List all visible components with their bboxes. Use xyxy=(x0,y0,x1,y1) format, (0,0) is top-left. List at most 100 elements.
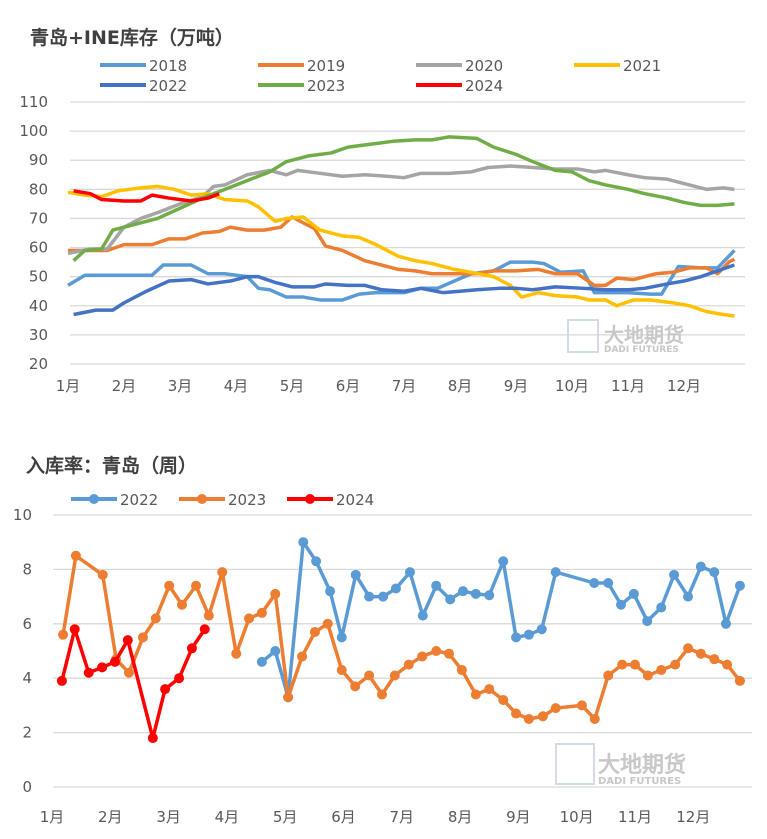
data-point xyxy=(498,694,509,705)
data-point xyxy=(69,624,80,635)
watermark-en: DADI FUTURES xyxy=(604,345,679,355)
data-point xyxy=(695,561,706,572)
x-tick-label: 7月 xyxy=(392,377,417,395)
y-tick-label: 50 xyxy=(29,268,48,286)
data-point xyxy=(576,700,587,711)
data-point xyxy=(511,708,522,719)
x-tick-label: 5月 xyxy=(273,808,298,826)
legend-marker xyxy=(197,494,207,504)
watermark-en: DADI FUTURES xyxy=(598,776,681,787)
x-tick-label: 10月 xyxy=(560,808,594,826)
watermark-logo: 大地期货 DADI FUTURES xyxy=(567,319,684,355)
data-point xyxy=(709,567,720,578)
y-tick-label: 6 xyxy=(22,615,32,633)
data-point xyxy=(670,659,681,670)
data-point xyxy=(511,632,522,643)
data-point xyxy=(56,675,67,686)
y-tick-label: 80 xyxy=(29,180,48,198)
data-point xyxy=(325,586,336,597)
data-point xyxy=(70,550,81,561)
legend-label: 2024 xyxy=(465,77,503,95)
data-point xyxy=(97,569,108,580)
data-point xyxy=(270,646,281,656)
data-point xyxy=(709,654,720,665)
data-point xyxy=(270,588,281,599)
series-2024 xyxy=(56,624,210,744)
data-point xyxy=(256,656,267,667)
data-point xyxy=(617,659,628,670)
data-point xyxy=(550,567,561,578)
data-point xyxy=(199,624,210,635)
data-point xyxy=(498,556,509,567)
series-line-2022 xyxy=(73,263,735,317)
x-tick-label: 1月 xyxy=(56,377,81,395)
data-point xyxy=(177,599,188,610)
data-point xyxy=(283,692,294,703)
data-point xyxy=(403,659,414,670)
series-2021 xyxy=(67,184,735,318)
x-tick-label: 6月 xyxy=(331,808,356,826)
x-tick-label: 1月 xyxy=(40,808,65,826)
x-tick-label: 12月 xyxy=(676,808,710,826)
y-tick-label: 4 xyxy=(22,669,32,687)
data-point xyxy=(550,703,561,714)
data-point xyxy=(683,591,694,602)
y-tick-label: 60 xyxy=(29,239,48,257)
series-line-2020 xyxy=(67,164,735,256)
data-point xyxy=(350,681,361,692)
series-2023 xyxy=(72,135,735,262)
watermark-cn: 大地期货 xyxy=(604,323,684,347)
y-tick-label: 100 xyxy=(19,122,48,140)
data-point xyxy=(389,670,400,681)
data-point xyxy=(350,569,361,580)
data-point xyxy=(417,651,428,662)
data-point xyxy=(231,648,242,659)
legend-item-2020: 2020 xyxy=(416,57,503,75)
legend-item-2022: 2022 xyxy=(71,491,158,509)
data-point xyxy=(523,714,534,724)
data-point xyxy=(536,624,547,635)
legend-label: 2024 xyxy=(336,491,374,509)
x-tick-label: 3月 xyxy=(168,377,193,395)
data-point xyxy=(431,646,442,656)
legend-label: 2019 xyxy=(307,57,345,75)
legend-item-2024: 2024 xyxy=(287,491,374,509)
data-point xyxy=(722,659,733,670)
data-point xyxy=(458,586,469,597)
data-point xyxy=(322,618,333,629)
y-tick-label: 20 xyxy=(29,355,48,373)
data-point xyxy=(217,567,228,578)
x-tick-label: 4月 xyxy=(224,377,249,395)
series-2019 xyxy=(68,215,736,288)
data-point xyxy=(656,665,667,676)
data-point xyxy=(378,591,389,602)
legend-label: 2020 xyxy=(465,57,503,75)
legend-item-2021: 2021 xyxy=(574,57,661,75)
legend-item-2018: 2018 xyxy=(100,57,187,75)
series-2023 xyxy=(58,550,745,724)
data-point xyxy=(122,635,133,646)
watermark-cn: 大地期货 xyxy=(598,752,686,778)
series-line-2024 xyxy=(73,189,220,203)
legend-marker xyxy=(305,494,315,504)
data-point xyxy=(191,580,202,591)
chart-title: 青岛+INE库存（万吨） xyxy=(30,26,234,49)
data-point xyxy=(256,607,267,618)
data-point xyxy=(297,651,308,662)
data-point xyxy=(174,673,185,684)
x-tick-label: 9月 xyxy=(506,808,531,826)
data-point xyxy=(309,626,320,637)
data-point xyxy=(669,569,680,580)
data-point xyxy=(628,588,639,599)
series-2022 xyxy=(73,263,735,317)
data-point xyxy=(83,667,94,678)
data-point xyxy=(417,610,428,621)
data-point xyxy=(147,733,158,744)
x-tick-label: 8月 xyxy=(448,808,473,826)
data-point xyxy=(109,656,120,667)
data-point xyxy=(364,591,375,602)
data-point xyxy=(298,537,309,548)
data-point xyxy=(470,588,481,599)
data-point xyxy=(523,629,534,640)
data-point xyxy=(734,580,745,591)
